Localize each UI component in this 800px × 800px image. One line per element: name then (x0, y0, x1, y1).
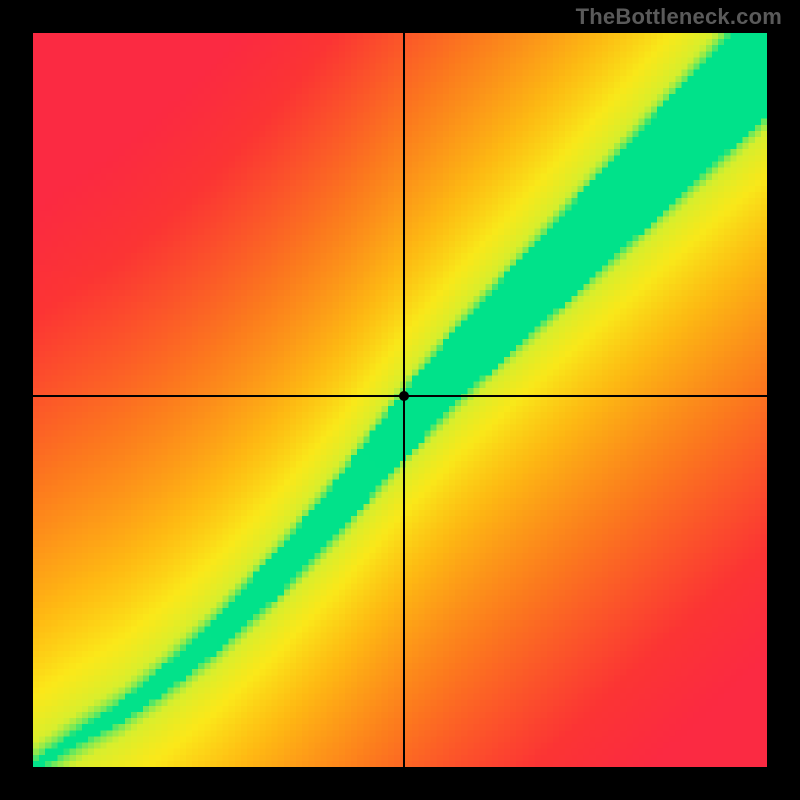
chart-container: TheBottleneck.com (0, 0, 800, 800)
watermark-text: TheBottleneck.com (576, 4, 782, 30)
crosshair-marker (399, 391, 409, 401)
